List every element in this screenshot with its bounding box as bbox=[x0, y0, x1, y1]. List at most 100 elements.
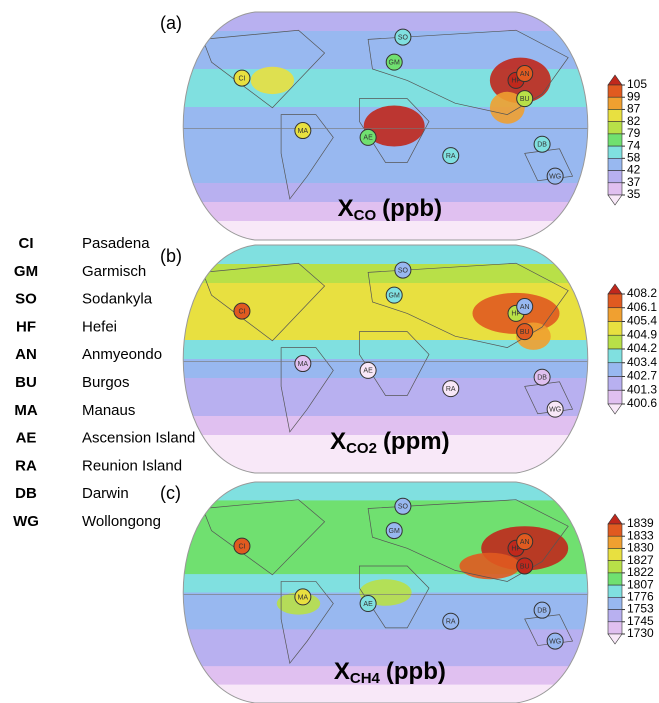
colorbar-segment bbox=[607, 158, 623, 171]
station-marker bbox=[442, 380, 460, 398]
legend-name: Ascension Island bbox=[82, 430, 195, 447]
coastline bbox=[202, 499, 326, 576]
colorbar-segment bbox=[607, 121, 623, 135]
station-code: DB bbox=[537, 375, 547, 382]
station-code: MA bbox=[298, 594, 309, 601]
station-marker bbox=[516, 65, 534, 83]
station-marker bbox=[359, 128, 377, 146]
colorbar-tick-label: 402.7 bbox=[627, 369, 657, 383]
station-code: AN bbox=[520, 71, 530, 78]
map-band bbox=[183, 31, 588, 51]
map-band bbox=[183, 500, 588, 520]
colorbar-tick-label: 401.3 bbox=[627, 382, 657, 396]
station-code: WG bbox=[549, 638, 561, 645]
legend-code: DB bbox=[15, 485, 37, 502]
station-marker bbox=[233, 537, 251, 555]
colorbar-bottom bbox=[607, 633, 623, 645]
map-band bbox=[183, 145, 588, 165]
colorbar-tick-label: 1839 bbox=[627, 516, 654, 530]
station-code: WG bbox=[549, 174, 561, 181]
coastline bbox=[359, 331, 430, 396]
colorbar-segment bbox=[607, 597, 623, 610]
station-marker bbox=[394, 28, 412, 46]
map-band bbox=[183, 610, 588, 630]
station-marker bbox=[516, 298, 534, 316]
colorbar-tick-label: 37 bbox=[627, 175, 641, 189]
coastline bbox=[359, 565, 430, 629]
legend-name: Reunion Island bbox=[82, 457, 182, 474]
colorbar-tick-label: 87 bbox=[627, 102, 641, 116]
colorbar-tick-label: 74 bbox=[627, 138, 641, 152]
coastline bbox=[202, 262, 326, 342]
station-marker bbox=[359, 361, 377, 379]
colorbar-tick-label: 1833 bbox=[627, 528, 654, 542]
station-code: DB bbox=[537, 142, 547, 149]
legend-code: HF bbox=[16, 318, 36, 335]
station-code: SO bbox=[398, 267, 409, 274]
colorbar-tick-label: 99 bbox=[627, 89, 641, 103]
map-band bbox=[183, 202, 588, 222]
colorbar-segment bbox=[607, 389, 623, 405]
map-band bbox=[183, 12, 588, 32]
colorbar-segment bbox=[607, 348, 623, 364]
station-marker bbox=[359, 595, 377, 613]
station-marker bbox=[533, 368, 551, 386]
colorbar-tick-label: 403.4 bbox=[627, 355, 657, 369]
title-unit: (ppm) bbox=[383, 428, 450, 455]
colorbar-tick-label: 1745 bbox=[627, 614, 654, 628]
legend-name: Manaus bbox=[82, 402, 135, 419]
colorbar-segment bbox=[607, 170, 623, 184]
station-code: BU bbox=[520, 96, 530, 103]
map-band bbox=[183, 88, 588, 108]
station-code: RA bbox=[446, 619, 456, 626]
colorbar-segment bbox=[607, 182, 623, 196]
station-code: BU bbox=[520, 563, 530, 570]
colorbar-tick-label: 400.6 bbox=[627, 396, 657, 410]
map-band bbox=[183, 518, 588, 538]
map-band bbox=[183, 221, 588, 240]
colorbar-tick-label: 79 bbox=[627, 126, 641, 140]
station-code: AE bbox=[363, 601, 373, 608]
title-sub: CH4 bbox=[350, 670, 381, 687]
map-title: XCO2 (ppm) bbox=[330, 428, 450, 457]
station-code: GM bbox=[389, 60, 400, 67]
station-code: WG bbox=[549, 407, 561, 414]
colorbar-segment bbox=[607, 548, 623, 561]
station-code: BU bbox=[520, 329, 530, 336]
title-sub: CO2 bbox=[346, 440, 377, 457]
colorbar-segment bbox=[607, 307, 623, 322]
map-title: XCH4 (ppb) bbox=[334, 658, 446, 687]
coastline bbox=[367, 262, 569, 348]
colorbar-tick-label: 58 bbox=[627, 151, 641, 165]
station-marker bbox=[516, 90, 534, 108]
legend-code: AN bbox=[15, 346, 37, 363]
colorbar-tick-label: 404.2 bbox=[627, 341, 657, 355]
title-main: X bbox=[330, 428, 346, 455]
colorbar-tick-label: 42 bbox=[627, 163, 641, 177]
colorbar-segment bbox=[607, 293, 623, 309]
station-code: HF bbox=[511, 78, 520, 85]
station-marker bbox=[442, 612, 460, 630]
title-main: X bbox=[334, 658, 350, 685]
title-main: X bbox=[338, 195, 354, 222]
legend-code: MA bbox=[14, 402, 37, 419]
legend-name: Wollongong bbox=[82, 513, 161, 530]
colorbar-segment bbox=[607, 96, 623, 110]
coastline bbox=[367, 29, 569, 115]
colorbar-top bbox=[607, 283, 623, 295]
station-marker bbox=[546, 167, 564, 185]
colorbar-segment bbox=[607, 321, 623, 336]
colorbar-segment bbox=[607, 560, 623, 574]
station-marker bbox=[533, 601, 551, 619]
colorbar-tick-label: 82 bbox=[627, 114, 641, 128]
legend-name: Garmisch bbox=[82, 263, 146, 280]
station-code: GM bbox=[389, 293, 400, 300]
map-band bbox=[183, 264, 588, 284]
station-marker bbox=[385, 53, 403, 71]
station-code: SO bbox=[398, 34, 409, 41]
station-code: MA bbox=[298, 128, 309, 135]
station-marker bbox=[516, 533, 534, 551]
map-band bbox=[183, 666, 588, 686]
map-band bbox=[183, 340, 588, 360]
